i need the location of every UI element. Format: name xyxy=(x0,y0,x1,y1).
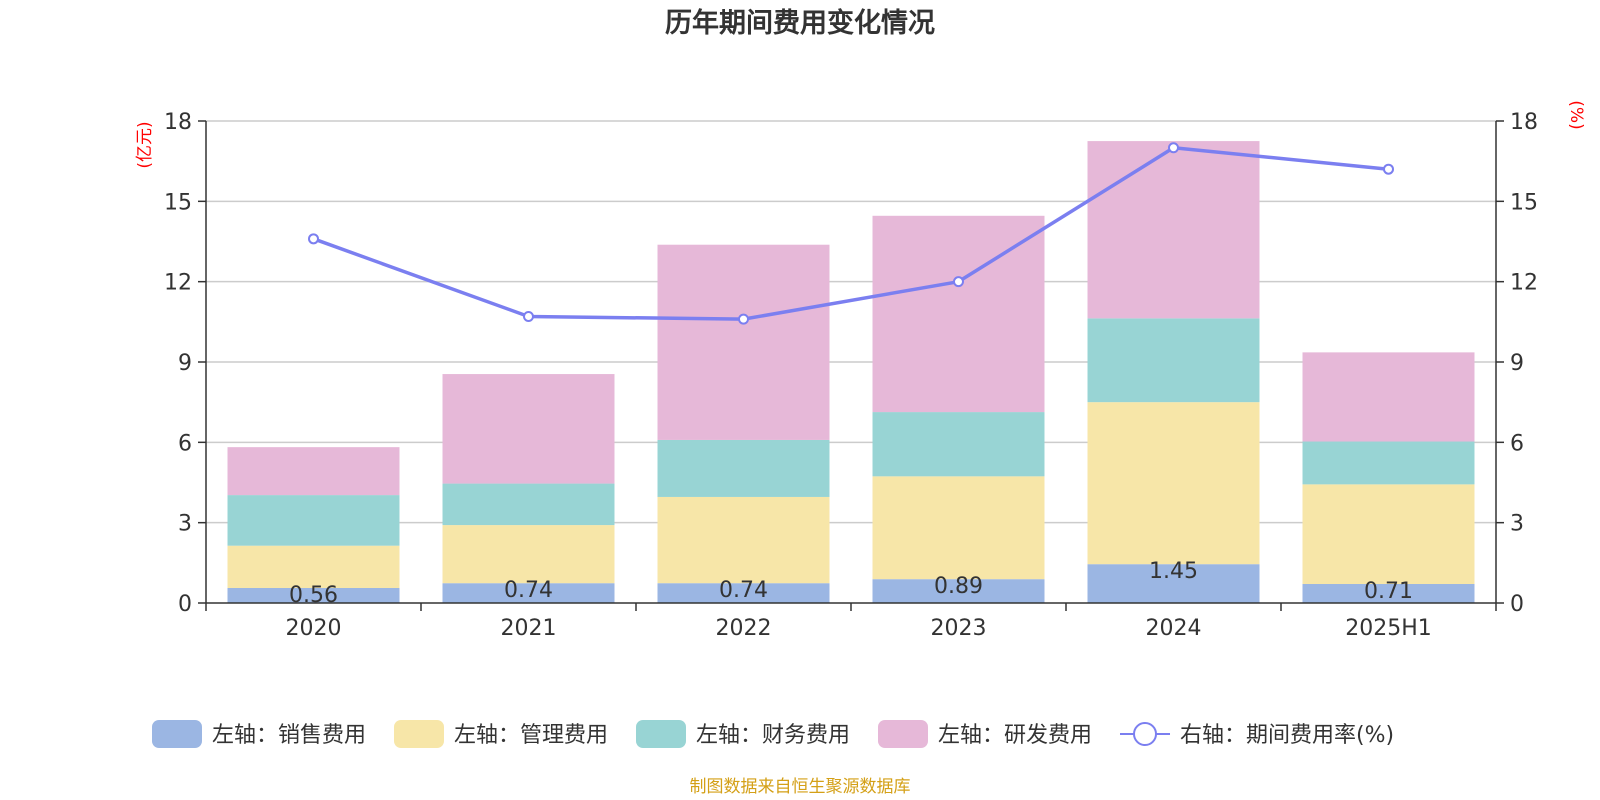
legend-label: 左轴：销售费用 xyxy=(212,723,366,748)
line-series xyxy=(308,142,1394,325)
left-axis-tick-label: 3 xyxy=(178,512,192,537)
right-axis-tick-label: 12 xyxy=(1510,271,1538,296)
rate-point xyxy=(523,310,534,322)
rate-point xyxy=(738,313,749,325)
left-axis-tick-label: 0 xyxy=(178,592,192,617)
rate-point xyxy=(1383,163,1394,175)
left-axis-unit: (亿元) xyxy=(135,121,155,168)
bar-1 xyxy=(657,583,830,603)
bar-3 xyxy=(227,495,400,546)
left-axis-tick-label: 18 xyxy=(164,110,192,135)
legend-swatch-1 xyxy=(152,720,202,748)
rate-line xyxy=(312,146,1389,321)
bar-2 xyxy=(657,496,830,584)
gridlines xyxy=(206,120,1496,524)
right-axis-tick-label: 3 xyxy=(1510,512,1524,537)
source-note: 制图数据来自恒生聚源数据库 xyxy=(690,777,911,797)
bar-data-labels: 0.56 0.74 0.74 0.89 1.45 0.71 xyxy=(289,559,1413,608)
x-axis-tick-label: 2025H1 xyxy=(1345,616,1432,641)
legend-label: 左轴：研发费用 xyxy=(938,723,1092,748)
axes: 0 3 6 9 12 15 18 0 3 6 9 12 15 18 2020 2021 2022 2023 2024… xyxy=(164,110,1538,641)
right-axis-tick-label: 0 xyxy=(1510,592,1524,617)
bar-2 xyxy=(1302,484,1475,584)
legend[interactable]: 左轴：销售费用 左轴：管理费用 左轴：财务费用 左轴：研发费用 右轴：期间费用率(%) xyxy=(152,720,1394,748)
bar-4 xyxy=(227,447,400,496)
x-axis-tick-label: 2022 xyxy=(716,616,772,641)
bar-1 xyxy=(872,579,1045,603)
bar-data-label: 0.56 xyxy=(289,583,338,608)
bar-2 xyxy=(872,476,1045,580)
bar-data-label: 0.74 xyxy=(719,578,768,603)
x-axis-tick-label: 2021 xyxy=(501,616,557,641)
bar-series xyxy=(227,141,1475,603)
rate-point xyxy=(953,276,964,288)
rate-point xyxy=(308,233,319,245)
legend-label: 左轴：管理费用 xyxy=(454,723,608,748)
bar-data-label: 0.71 xyxy=(1364,579,1413,604)
bar-4 xyxy=(872,215,1045,413)
bar-3 xyxy=(872,412,1045,477)
rate-point xyxy=(1168,142,1179,154)
right-axis-tick-label: 9 xyxy=(1510,351,1524,376)
legend-swatch-4 xyxy=(878,720,929,748)
bar-data-label: 0.74 xyxy=(504,578,553,603)
left-axis-tick-label: 15 xyxy=(164,190,192,215)
right-axis-tick-label: 18 xyxy=(1510,110,1538,135)
bar-3 xyxy=(1087,318,1260,403)
legend-label: 右轴：期间费用率(%) xyxy=(1180,723,1394,748)
bar-4 xyxy=(1302,352,1475,442)
x-axis-tick-label: 2020 xyxy=(286,616,342,641)
chart-title: 历年期间费用变化情况 xyxy=(665,7,935,39)
bar-4 xyxy=(442,374,615,484)
x-axis-tick-label: 2024 xyxy=(1146,616,1202,641)
bar-2 xyxy=(442,525,615,584)
bar-1 xyxy=(227,588,400,603)
bar-1 xyxy=(1087,564,1260,603)
bar-3 xyxy=(1302,441,1475,485)
legend-marker xyxy=(1133,722,1158,746)
bar-3 xyxy=(442,483,615,526)
bar-3 xyxy=(657,439,830,497)
right-axis-tick-label: 6 xyxy=(1510,431,1524,456)
legend-swatch-2 xyxy=(394,720,445,748)
left-axis-tick-label: 9 xyxy=(178,351,192,376)
left-axis-tick-label: 6 xyxy=(178,431,192,456)
legend-swatch-3 xyxy=(636,720,687,748)
right-axis-unit: (%) xyxy=(1566,100,1586,129)
bar-1 xyxy=(442,583,615,603)
bar-2 xyxy=(227,545,400,589)
bar-4 xyxy=(1087,141,1260,319)
legend-label: 左轴：财务费用 xyxy=(696,723,850,748)
bar-4 xyxy=(657,244,830,440)
bar-2 xyxy=(1087,402,1260,565)
bar-data-label: 0.89 xyxy=(934,574,983,599)
bar-data-label: 1.45 xyxy=(1149,559,1198,584)
x-axis-tick-label: 2023 xyxy=(931,616,987,641)
right-axis-tick-label: 15 xyxy=(1510,190,1538,215)
bar-1 xyxy=(1302,583,1475,603)
left-axis-tick-label: 12 xyxy=(164,271,192,296)
